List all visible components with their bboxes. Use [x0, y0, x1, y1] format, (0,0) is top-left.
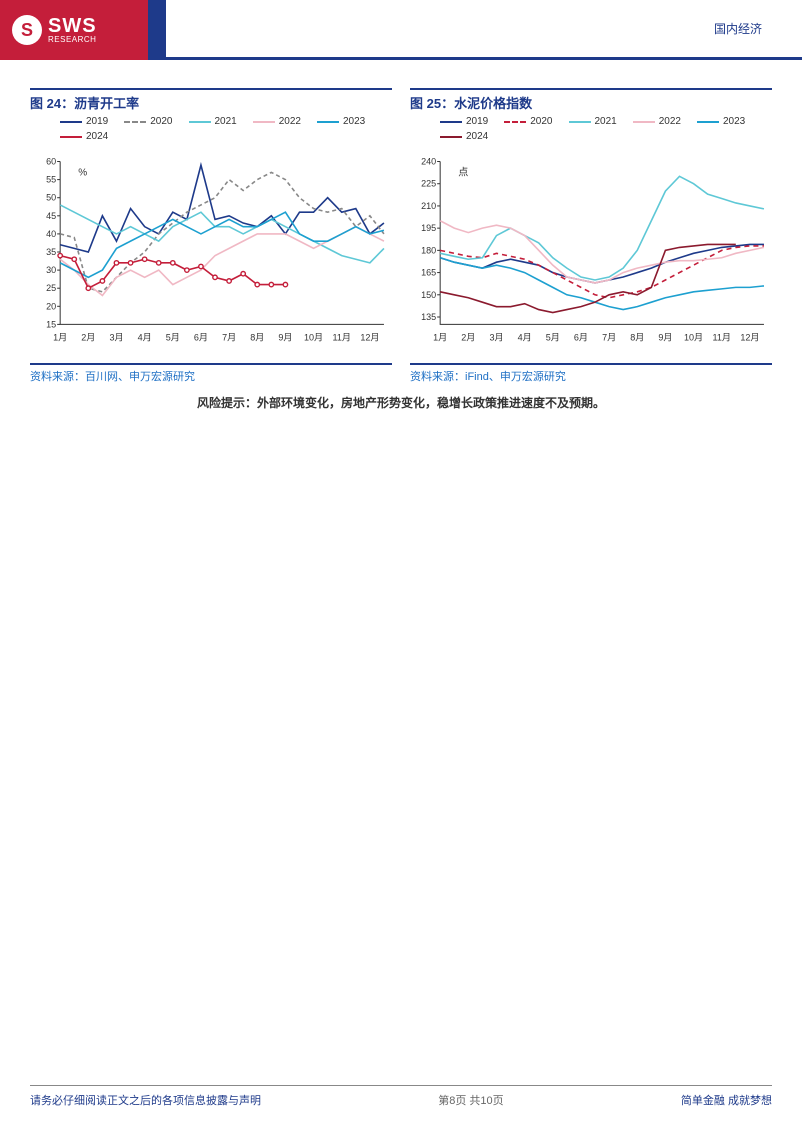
- svg-text:2月: 2月: [461, 332, 475, 342]
- svg-text:9月: 9月: [658, 332, 672, 342]
- svg-text:210: 210: [421, 201, 436, 211]
- legend-item: 2020: [124, 116, 172, 127]
- svg-text:30: 30: [46, 265, 56, 275]
- svg-text:10月: 10月: [684, 332, 703, 342]
- legend-item: 2020: [504, 116, 552, 127]
- header-category: 国内经济: [166, 0, 802, 60]
- legend-item: 2022: [253, 116, 301, 127]
- svg-text:11月: 11月: [713, 332, 731, 342]
- svg-text:1月: 1月: [433, 332, 447, 342]
- svg-text:25: 25: [46, 283, 56, 293]
- legend-item: 2021: [189, 116, 237, 127]
- svg-text:7月: 7月: [222, 332, 236, 342]
- svg-text:9月: 9月: [278, 332, 292, 342]
- legend-item: 2024: [60, 131, 108, 142]
- legend-item: 2023: [317, 116, 365, 127]
- content-area: 图 24：沥青开工率 2019 2020 2021 2022 2023 2024 15 20…: [0, 60, 802, 411]
- legend-item: 2024: [440, 131, 488, 142]
- svg-text:20: 20: [46, 301, 56, 311]
- footer-page-number: 第8页 共10页: [438, 1092, 503, 1108]
- chart-24-svg: 15 20 25 30 35 40 45 50 55 60 1月 2月 3月 4月 5月 6月 7月 8月 9月 10…: [30, 146, 392, 356]
- svg-text:11月: 11月: [333, 332, 351, 342]
- footer-left: 请务必仔细阅读正文之后的各项信息披露与声明: [30, 1092, 261, 1108]
- legend-item: 2019: [440, 116, 488, 127]
- svg-text:8月: 8月: [250, 332, 264, 342]
- page-header: S SWS RESEARCH 国内经济: [0, 0, 802, 60]
- svg-text:50: 50: [46, 193, 56, 203]
- svg-text:225: 225: [421, 179, 436, 189]
- svg-text:3月: 3月: [489, 332, 503, 342]
- legend-item: 2023: [697, 116, 745, 127]
- svg-text:6月: 6月: [574, 332, 588, 342]
- svg-text:45: 45: [46, 211, 56, 221]
- svg-text:6月: 6月: [194, 332, 208, 342]
- svg-text:150: 150: [421, 290, 436, 300]
- svg-text:135: 135: [421, 312, 436, 322]
- legend-item: 2022: [633, 116, 681, 127]
- logo-main: SWS: [48, 16, 97, 36]
- svg-text:3月: 3月: [109, 332, 123, 342]
- svg-text:1月: 1月: [53, 332, 67, 342]
- svg-text:4月: 4月: [518, 332, 532, 342]
- chart-24-title: 图 24：沥青开工率: [30, 88, 392, 112]
- chart-25-svg: 135 150 165 180 195 210 225 240 1月 2月 3月 4月 5月 6月 7月 8月…: [410, 146, 772, 356]
- svg-text:40: 40: [46, 229, 56, 239]
- chart-25-source: 资料来源：iFind、申万宏源研究: [410, 363, 772, 384]
- svg-text:195: 195: [421, 223, 436, 233]
- legend-item: 2021: [569, 116, 617, 127]
- svg-text:%: %: [78, 168, 87, 179]
- svg-text:12月: 12月: [360, 332, 379, 342]
- footer-right: 简单金融 成就梦想: [681, 1092, 772, 1108]
- chart-25-title: 图 25：水泥价格指数: [410, 88, 772, 112]
- svg-text:240: 240: [421, 157, 436, 167]
- svg-text:2月: 2月: [81, 332, 95, 342]
- svg-text:7月: 7月: [602, 332, 616, 342]
- svg-text:4月: 4月: [138, 332, 152, 342]
- legend-item: 2019: [60, 116, 108, 127]
- svg-text:60: 60: [46, 157, 56, 167]
- svg-text:8月: 8月: [630, 332, 644, 342]
- svg-text:10月: 10月: [304, 332, 323, 342]
- logo-box: S SWS RESEARCH: [0, 0, 148, 60]
- svg-text:15: 15: [46, 319, 56, 329]
- svg-text:12月: 12月: [740, 332, 759, 342]
- svg-text:165: 165: [421, 268, 436, 278]
- svg-text:180: 180: [421, 245, 436, 255]
- svg-text:5月: 5月: [166, 332, 180, 342]
- page-footer: 请务必仔细阅读正文之后的各项信息披露与声明 第8页 共10页 简单金融 成就梦想: [30, 1085, 772, 1108]
- chart-24-source: 资料来源：百川网、申万宏源研究: [30, 363, 392, 384]
- header-blue-bar: [148, 0, 166, 60]
- svg-text:点: 点: [458, 167, 468, 179]
- svg-text:5月: 5月: [546, 332, 560, 342]
- svg-text:35: 35: [46, 247, 56, 257]
- sws-logo-icon: S: [12, 15, 42, 45]
- svg-text:55: 55: [46, 175, 56, 185]
- chart-24-legend: 2019 2020 2021 2022 2023 2024: [30, 116, 392, 146]
- logo-sub: RESEARCH: [48, 36, 97, 44]
- chart-25-block: 图 25：水泥价格指数 2019 2020 2021 2022 2023 2024 135…: [410, 88, 772, 384]
- chart-24-block: 图 24：沥青开工率 2019 2020 2021 2022 2023 2024 15 20…: [30, 88, 392, 384]
- chart-25-legend: 2019 2020 2021 2022 2023 2024: [410, 116, 772, 146]
- risk-note: 风险提示：外部环境变化，房地产形势变化，稳增长政策推进速度不及预期。: [30, 394, 772, 411]
